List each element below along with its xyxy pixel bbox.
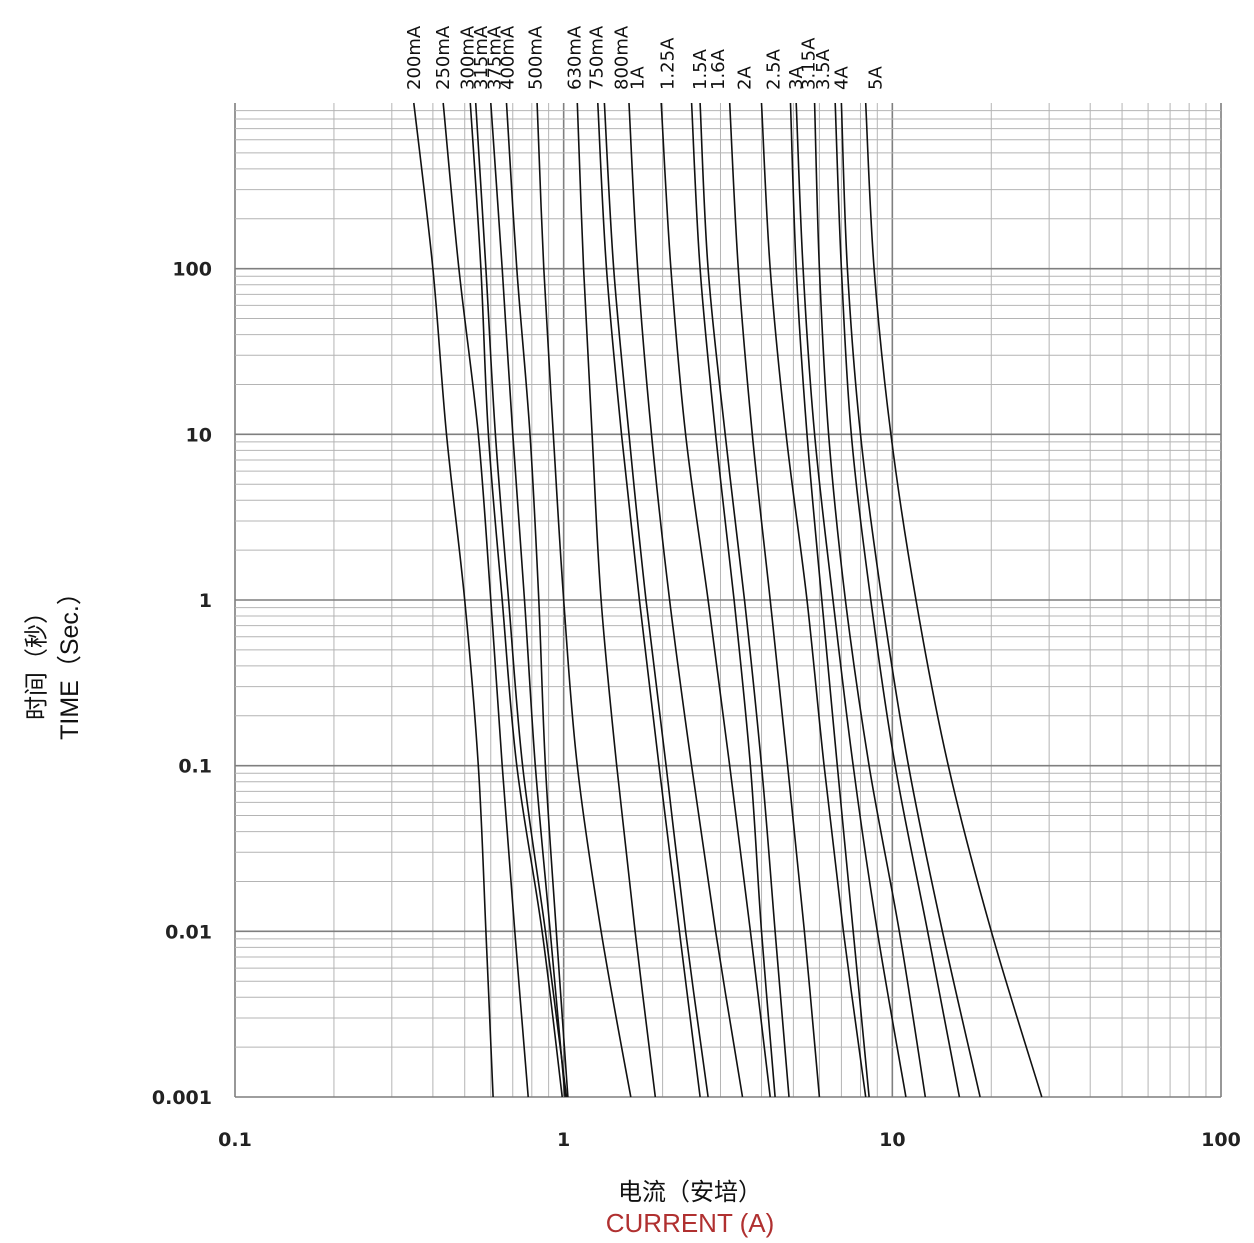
curve-1.5A <box>690 102 776 1098</box>
rating-label: 630mA <box>565 25 586 90</box>
curve-500mA <box>536 102 632 1098</box>
curve-250mA <box>442 102 529 1098</box>
curve-3.15A <box>795 102 907 1098</box>
rating-label: 1A <box>628 66 649 90</box>
curve-3A <box>789 102 870 1098</box>
rating-label: 200mA <box>404 25 425 90</box>
curve-300mA <box>469 102 563 1098</box>
y-tick-label: 0.1 <box>178 756 212 778</box>
y-tick-labels: 0.001 0.01 0.1 1 10 100 <box>152 259 212 1109</box>
rating-label: 3.5A <box>813 48 834 90</box>
rating-label: 1.5A <box>690 48 711 90</box>
curve-630mA <box>576 102 657 1098</box>
grid <box>234 103 1222 1098</box>
y-tick-label: 0.001 <box>152 1087 212 1109</box>
x-tick-labels: 0.1 1 10 100 <box>218 1129 1241 1151</box>
rating-label: 500mA <box>525 25 546 90</box>
x-tick-label: 10 <box>879 1129 905 1151</box>
curve-1A <box>628 102 744 1098</box>
curve-375mA <box>490 102 566 1098</box>
y-tick-label: 100 <box>172 259 212 281</box>
curve-750mA <box>597 102 701 1098</box>
curve-400mA <box>505 102 569 1098</box>
rating-label: 1.25A <box>658 37 679 90</box>
rating-label: 750mA <box>587 25 608 90</box>
rating-label: 3.15A <box>798 37 819 90</box>
y-tick-label: 0.01 <box>165 921 212 943</box>
rating-label: 3A <box>786 66 807 90</box>
fuse-curves <box>413 102 1043 1098</box>
rating-label: 400mA <box>498 25 519 90</box>
x-axis-label-chinese: 电流（安培） <box>618 1178 762 1206</box>
curve-3.5A <box>813 102 927 1098</box>
rating-label: 375mA <box>484 25 505 90</box>
y-tick-label: 1 <box>199 590 212 612</box>
x-tick-label: 1 <box>557 1129 570 1151</box>
rating-label: 315mA <box>471 25 492 90</box>
x-tick-label: 100 <box>1201 1129 1241 1151</box>
curve-2A <box>728 102 821 1098</box>
curve-1.6A <box>699 102 790 1098</box>
rating-label: 1.6A <box>708 48 729 90</box>
x-axis-label-english: CURRENT (A) <box>605 1208 775 1238</box>
curve-315mA <box>474 102 568 1098</box>
curve-800mA <box>603 102 709 1098</box>
rating-label: 4A <box>831 66 852 90</box>
y-axis-label-english: TIME（Sec.） <box>56 580 84 740</box>
curve-5A <box>864 102 1043 1098</box>
rating-label: 300mA <box>458 25 479 90</box>
curve-1.25A <box>660 102 771 1098</box>
rating-label: 800mA <box>612 25 633 90</box>
curve-4A-b <box>840 102 981 1098</box>
rating-label: 2A <box>735 66 756 90</box>
curve-4A <box>834 102 961 1098</box>
rating-label: 2.5A <box>764 48 785 90</box>
curve-2.5A <box>760 102 867 1098</box>
y-axis-label-chinese: 时间（秒） <box>22 600 51 720</box>
curve-200mA <box>413 102 494 1098</box>
rating-label: 250mA <box>433 25 454 90</box>
rating-label: 5A <box>866 66 887 90</box>
x-tick-label: 0.1 <box>218 1129 252 1151</box>
y-tick-label: 10 <box>186 424 212 446</box>
